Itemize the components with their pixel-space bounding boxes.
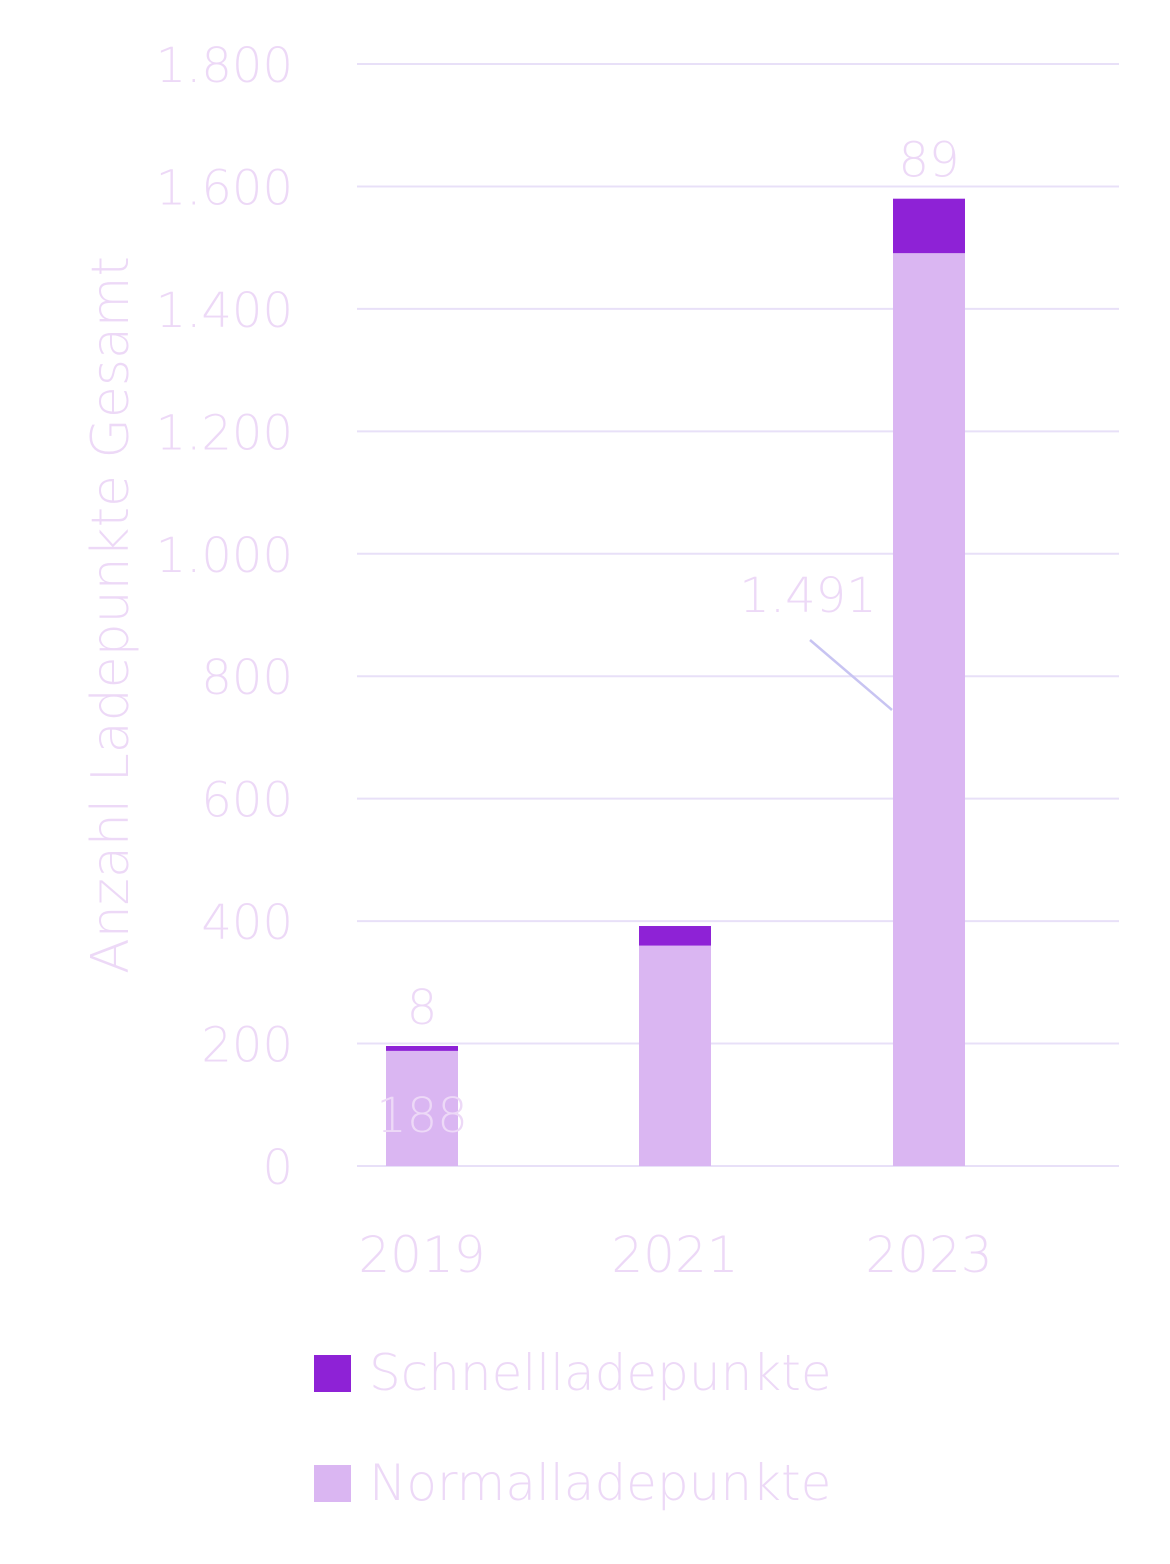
data-label: 89 [898,133,959,189]
bar-segment-normalladepunkte-2023 [893,253,965,1167]
bar-segment-schnellladepunkte-2021 [639,926,711,946]
bar-segment-schnellladepunkte-2023 [893,198,965,254]
legend: Schnellladepunkte Normalladepunkte [314,1340,832,1560]
y-tick-label: 1.800 [156,38,293,94]
x-tick-label: 2021 [611,1226,738,1284]
legend-swatch-schnellladepunkte [314,1354,351,1392]
y-tick-label: 1.400 [156,283,293,339]
data-label: 8 [407,980,438,1036]
legend-item-normalladepunkte: Normalladepunkte [314,1450,832,1516]
x-tick-label: 2023 [865,1226,992,1284]
bar-segment-schnellladepunkte-2019 [386,1046,458,1051]
y-tick-label: 1.200 [156,405,293,461]
data-label: 1.491 [739,568,876,624]
y-tick-label: 400 [201,895,293,951]
y-tick-label: 1.000 [156,528,293,584]
y-axis-title: Anzahl Ladepunkte Gesamt [81,256,141,974]
y-tick-label: 1.600 [156,160,293,216]
y-tick-label: 800 [201,650,293,706]
data-label-leader-line [809,639,893,711]
legend-swatch-normalladepunkte [314,1464,351,1502]
data-label: 188 [376,1088,468,1144]
y-tick-label: 200 [201,1018,293,1074]
y-tick-label: 600 [201,773,293,829]
x-tick-label: 2019 [358,1226,485,1284]
legend-label-schnellladepunkte: Schnellladepunkte [369,1344,832,1402]
bar-segment-normalladepunkte-2019 [386,1050,458,1166]
legend-item-schnellladepunkte: Schnellladepunkte [314,1340,832,1406]
legend-label-normalladepunkte: Normalladepunkte [369,1454,832,1512]
bar-segment-normalladepunkte-2021 [639,945,711,1166]
y-tick-label: 0 [262,1140,293,1196]
